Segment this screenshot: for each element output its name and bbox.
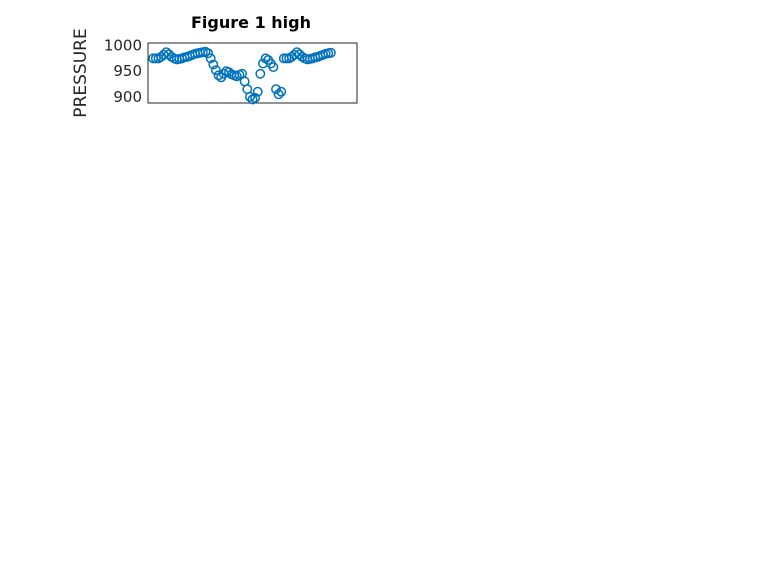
data-point (325, 47, 336, 58)
data-point (244, 91, 255, 102)
y-tick-label: 1000 (104, 37, 142, 55)
panel-pressure: 900 950 1000 PRESSURE (71, 28, 358, 118)
data-point (213, 70, 224, 81)
data-point (208, 59, 219, 70)
data-point (276, 86, 287, 97)
data-point (250, 92, 261, 103)
data-point (252, 86, 263, 97)
y-tick-label: 900 (113, 88, 142, 106)
data-point (268, 62, 279, 73)
y-tick-label: 950 (113, 62, 142, 80)
data-point (210, 65, 221, 76)
data-point (271, 84, 281, 95)
figure-title: Figure 1 high (191, 13, 311, 32)
data-point (273, 89, 284, 100)
y-axis-label: PRESSURE (71, 28, 91, 117)
data-point (203, 48, 214, 59)
data-point (224, 67, 234, 78)
data-point (255, 68, 266, 79)
data-point (205, 53, 216, 64)
